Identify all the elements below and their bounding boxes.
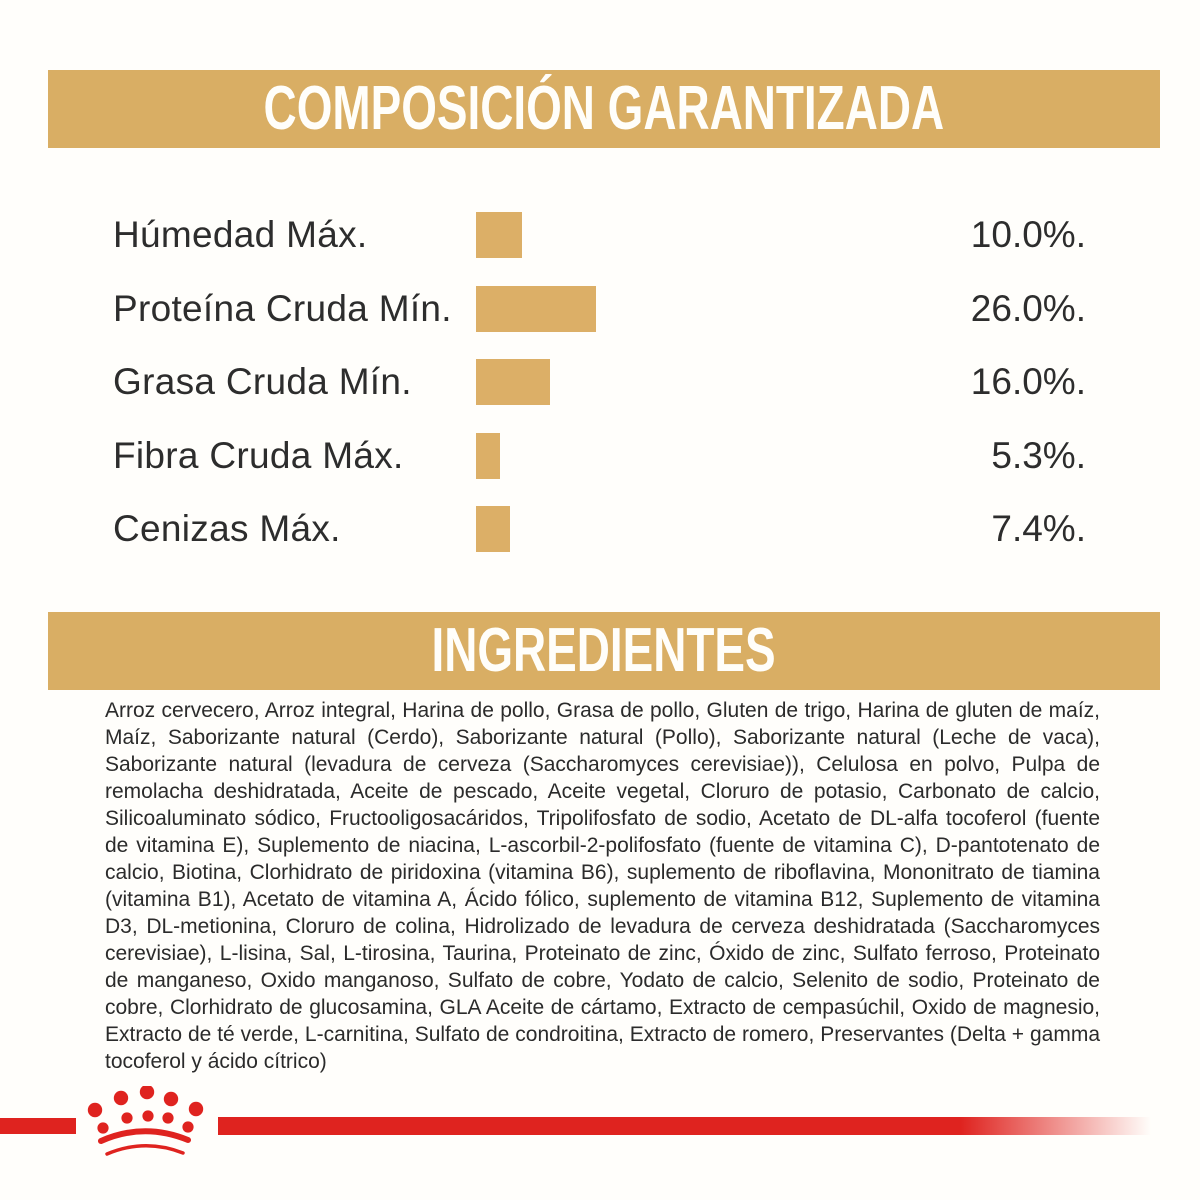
composition-row: Grasa Cruda Mín. 16.0%. (0, 359, 1200, 405)
nutrient-label: Grasa Cruda Mín. (113, 361, 412, 402)
composition-row: Cenizas Máx. 7.4%. (0, 506, 1200, 552)
nutrient-value: 5.3%. (991, 435, 1086, 476)
nutrient-value: 26.0%. (970, 288, 1086, 329)
right-red-bar (218, 1117, 1170, 1135)
nutrient-bar (476, 286, 596, 332)
composition-title: COMPOSICIÓN GARANTIZADA (263, 74, 945, 143)
nutrient-bar (476, 506, 510, 552)
ingredients-text: Arroz cervecero, Arroz integral, Harina … (105, 699, 1100, 1073)
royal-canin-crown-icon (87, 1086, 204, 1156)
nutrient-bar (476, 359, 550, 405)
nutrient-label: Fibra Cruda Máx. (113, 435, 404, 476)
composition-row: Húmedad Máx. 10.0%. (0, 212, 1200, 258)
ingredients-header-banner: INGREDIENTES (48, 612, 1160, 690)
composition-header-banner: COMPOSICIÓN GARANTIZADA (48, 70, 1160, 148)
ingredients-title: INGREDIENTES (431, 616, 777, 685)
nutrient-label: Proteína Cruda Mín. (113, 288, 452, 329)
composition-row: Proteína Cruda Mín. 26.0%. (0, 286, 1200, 332)
nutrient-value: 16.0%. (970, 361, 1086, 402)
composition-row: Fibra Cruda Máx. 5.3%. (0, 433, 1200, 479)
nutrient-bar (476, 212, 522, 258)
left-red-bar (0, 1118, 76, 1134)
nutrient-value: 7.4%. (991, 508, 1086, 549)
nutrient-label: Cenizas Máx. (113, 508, 341, 549)
nutrient-label: Húmedad Máx. (113, 214, 368, 255)
nutrient-value: 10.0%. (970, 214, 1086, 255)
nutrient-bar (476, 433, 500, 479)
